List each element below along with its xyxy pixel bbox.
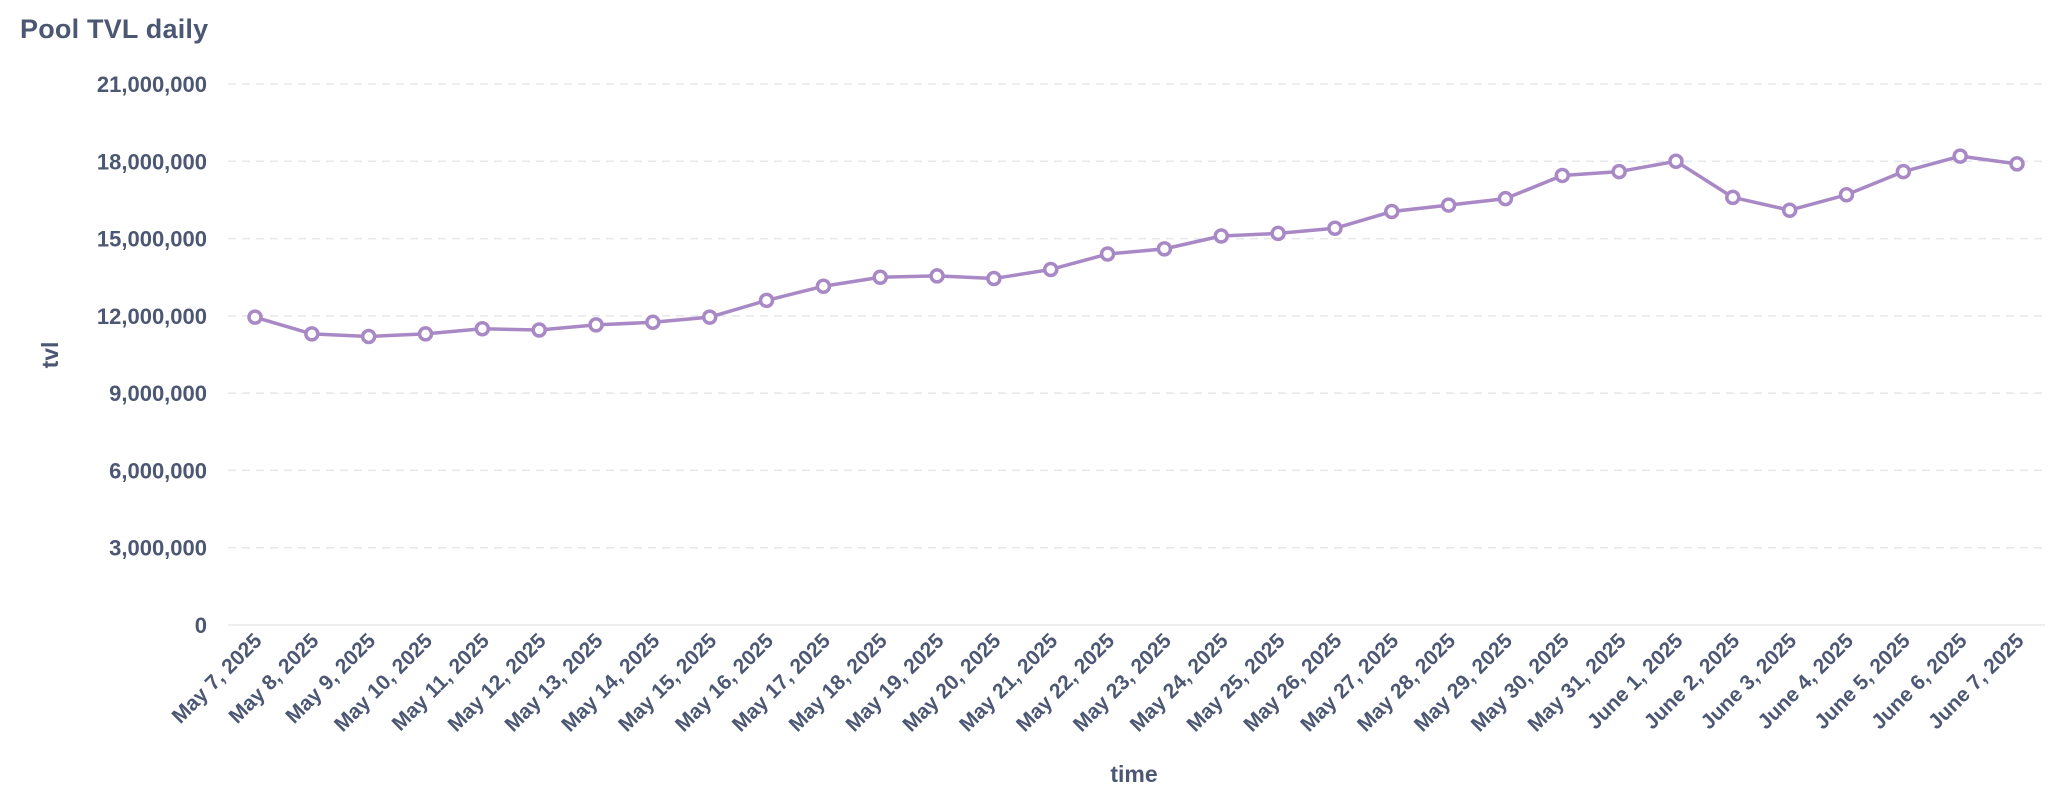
data-point [758, 292, 775, 309]
x-tick-label: May 26, 2025 [1239, 629, 1346, 736]
x-tick-label: May 16, 2025 [671, 629, 778, 736]
data-point [815, 278, 832, 294]
data-point [872, 269, 888, 285]
data-point [929, 268, 945, 284]
data-point [247, 309, 263, 325]
series-line [253, 154, 2019, 339]
y-tick-label: 0 [195, 613, 207, 638]
x-tick-label: May 18, 2025 [785, 629, 892, 736]
data-point [474, 320, 491, 337]
chart-title: Pool TVL daily [20, 14, 209, 44]
x-tick-label: May 21, 2025 [955, 629, 1062, 736]
x-tick-label: May 25, 2025 [1183, 629, 1290, 736]
x-tick-label: May 15, 2025 [614, 629, 721, 736]
y-tick-label: 3,000,000 [109, 536, 207, 561]
x-tick-label: May 17, 2025 [728, 629, 835, 736]
data-point [1497, 190, 1514, 207]
data-point [588, 317, 604, 333]
x-tick-label: May 14, 2025 [557, 629, 664, 736]
data-point [304, 326, 320, 342]
data-point [701, 309, 718, 325]
data-point [1781, 202, 1798, 218]
data-point [1042, 261, 1059, 278]
data-point [1270, 225, 1286, 242]
data-point [417, 326, 434, 342]
y-axis-label: tvl [37, 342, 63, 369]
data-point [1725, 189, 1741, 206]
x-tick-label: May 11, 2025 [388, 629, 494, 735]
x-tick-label: May 19, 2025 [842, 629, 949, 736]
x-tick-label: May 22, 2025 [1012, 629, 1119, 736]
x-tick-label: May 10, 2025 [330, 629, 437, 736]
x-axis-label: time [1110, 761, 1157, 787]
data-point [531, 322, 547, 338]
data-point [2009, 156, 2025, 172]
x-tick-label: May 30, 2025 [1467, 629, 1574, 736]
x-tick-label: May 28, 2025 [1353, 629, 1460, 736]
data-point [1327, 220, 1343, 237]
data-point [1554, 167, 1571, 184]
data-point [1384, 203, 1400, 220]
data-point [1611, 163, 1627, 180]
y-tick-label: 6,000,000 [109, 458, 207, 483]
y-tick-label: 15,000,000 [97, 227, 207, 252]
x-tick-label: May 23, 2025 [1069, 629, 1176, 736]
y-tick-label: 9,000,000 [109, 381, 207, 406]
data-point [1895, 163, 1912, 180]
x-tick-label: May 24, 2025 [1126, 629, 1233, 736]
data-point [1668, 153, 1684, 170]
data-point [645, 314, 661, 331]
y-tick-label: 12,000,000 [97, 304, 207, 329]
x-tick-label: May 13, 2025 [500, 629, 607, 736]
data-point [1440, 197, 1457, 213]
data-point [1099, 246, 1116, 262]
y-tick-label: 18,000,000 [97, 149, 207, 174]
data-point [1952, 148, 1968, 164]
x-tick-label: May 29, 2025 [1410, 629, 1517, 736]
data-point [360, 328, 377, 345]
data-point [986, 270, 1002, 287]
y-tick-label: 21,000,000 [97, 72, 207, 97]
data-point [1213, 228, 1230, 244]
x-tick-label: May 27, 2025 [1296, 629, 1403, 736]
data-point [1838, 187, 1855, 203]
x-tick-label: May 31, 2025 [1524, 629, 1631, 736]
x-tick-label: May 12, 2025 [444, 629, 551, 736]
x-tick-label: May 20, 2025 [898, 629, 1005, 736]
data-point [1156, 241, 1173, 257]
